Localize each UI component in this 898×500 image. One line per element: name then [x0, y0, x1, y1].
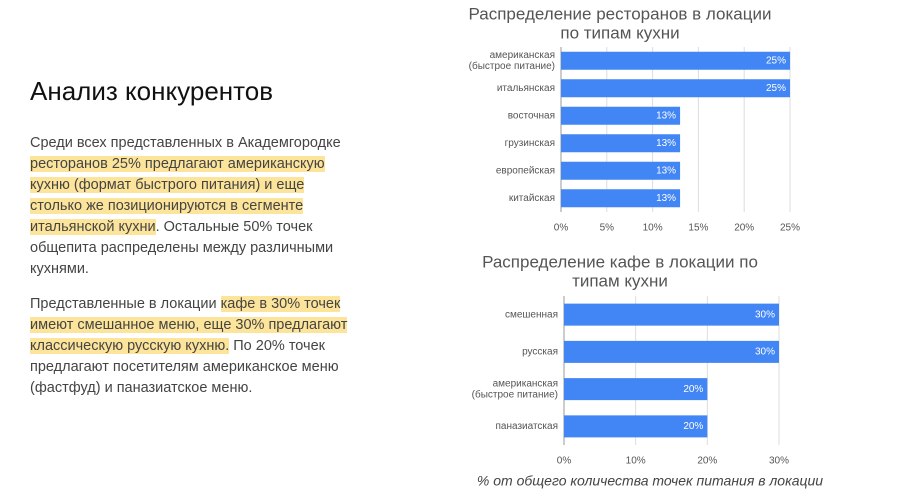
y-tick-label: (быстрое питание)	[472, 388, 558, 400]
bar	[564, 378, 708, 401]
x-tick-label: 5%	[600, 223, 615, 234]
value-label: 30%	[755, 309, 775, 320]
y-tick-label: китайская	[509, 193, 555, 204]
x-tick-label: 20%	[734, 223, 754, 234]
bar	[561, 79, 790, 98]
x-tick-label: 30%	[769, 456, 789, 467]
chart-title: Распределение ресторанов в локации	[469, 4, 772, 23]
y-tick-label: европейская	[496, 165, 555, 176]
bar	[564, 415, 708, 438]
chart-title: по типам кухни	[560, 23, 679, 42]
value-label: 13%	[656, 193, 676, 204]
y-tick-label: американская	[493, 378, 558, 389]
bar	[561, 189, 681, 208]
y-tick-label: грузинская	[505, 138, 555, 149]
value-label: 13%	[656, 110, 676, 121]
x-tick-label: 15%	[688, 223, 708, 234]
chart-title: Распределение кафе в локации по	[482, 252, 758, 271]
x-tick-label: 25%	[780, 223, 800, 234]
heading: Анализ конкурентов	[30, 76, 274, 106]
y-tick-label: итальянская	[497, 83, 555, 94]
text: . Остальные 50% точек общепита распредел…	[30, 219, 334, 277]
text: Среди всех представленных в Академгородк…	[30, 135, 341, 151]
x-tick-label: 0%	[554, 223, 569, 234]
bar	[561, 134, 681, 153]
value-label: 20%	[683, 421, 703, 432]
y-tick-label: восточная	[508, 110, 555, 121]
x-tick-label: 0%	[557, 456, 572, 467]
text-panel: Анализ конкурентов Среди всех представле…	[30, 76, 360, 413]
y-tick-label: паназиатская	[496, 421, 559, 432]
value-label: 30%	[755, 347, 775, 358]
bar	[561, 106, 681, 125]
bar	[561, 51, 790, 70]
text: Представленные в локации	[30, 296, 221, 312]
value-label: 25%	[766, 55, 786, 66]
y-tick-label: смешенная	[505, 309, 558, 320]
x-axis-label: % от общего количества точек питания в л…	[477, 473, 823, 489]
y-tick-label: американская	[490, 50, 555, 61]
value-label: 20%	[683, 384, 703, 395]
x-tick-label: 20%	[697, 456, 717, 467]
chart-title: типам кухни	[572, 271, 668, 290]
paragraph: Среди всех представленных в Академгородк…	[30, 133, 360, 280]
bar	[561, 161, 681, 180]
y-tick-label: (быстрое питание)	[469, 60, 555, 72]
x-tick-label: 10%	[626, 456, 646, 467]
bar	[564, 303, 779, 326]
value-label: 13%	[656, 165, 676, 176]
bar	[564, 340, 779, 363]
text: По 20% точек предлагают посетителям амер…	[30, 338, 339, 396]
value-label: 25%	[766, 83, 786, 94]
x-tick-label: 10%	[643, 223, 663, 234]
value-label: 13%	[656, 138, 676, 149]
y-tick-label: русская	[522, 347, 558, 358]
paragraph: Представленные в локации кафе в 30% точе…	[30, 294, 360, 399]
